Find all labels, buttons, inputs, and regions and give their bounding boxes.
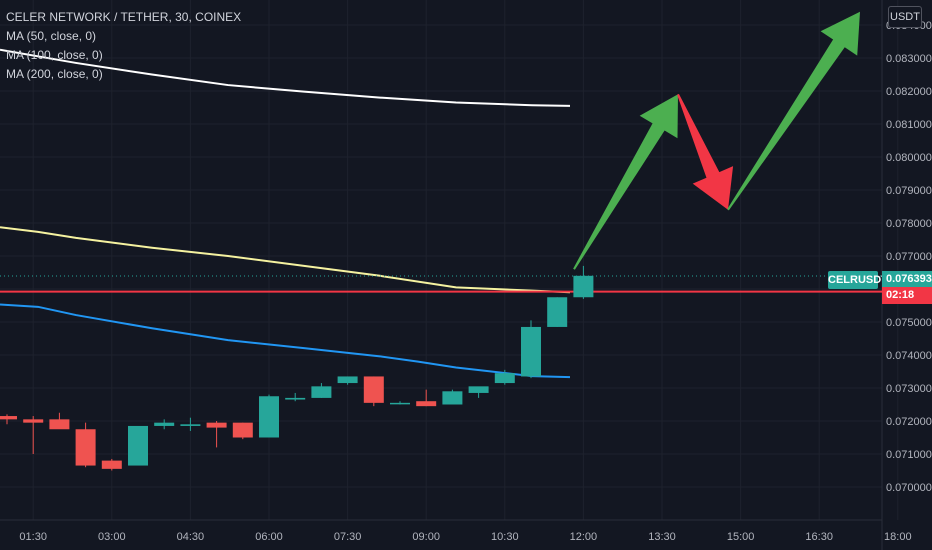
y-tick-label: 0.074000 — [886, 350, 932, 362]
candle — [206, 421, 227, 448]
candle-body — [101, 460, 122, 469]
candle — [23, 416, 44, 454]
ma200-line — [0, 48, 571, 107]
x-tick-label: 16:30 — [805, 531, 833, 543]
chart-title: CELER NETWORK / TETHER, 30, COINEX — [6, 10, 242, 24]
countdown-label: 02:18 — [882, 287, 932, 304]
candles — [0, 265, 594, 471]
projection-arrows — [573, 11, 860, 270]
y-tick-label: 0.075000 — [886, 317, 932, 329]
y-tick-label: 0.073000 — [886, 383, 932, 395]
candle-body — [23, 419, 44, 423]
x-tick-label: 15:00 — [727, 531, 755, 543]
support-line — [0, 275, 882, 293]
candle — [547, 297, 568, 327]
moving-averages — [0, 48, 571, 379]
candle-body — [285, 397, 306, 400]
indicator-ma50[interactable]: MA (50, close, 0) — [6, 29, 97, 43]
x-tick-label: 04:30 — [177, 531, 205, 543]
time-axis: 01:30 03:00 04:30 06:00 07:30 09:00 10:30 12:00… — [19, 531, 911, 543]
candle-body — [311, 386, 332, 398]
candle-body — [494, 373, 515, 384]
candle-body — [390, 402, 410, 405]
y-tick-label: 0.070000 — [886, 482, 932, 494]
candle-body — [0, 416, 17, 420]
candle — [101, 458, 122, 471]
x-tick-label: 09:00 — [412, 531, 440, 543]
x-tick-label: 03:00 — [98, 531, 126, 543]
y-tick-label: 0.079000 — [886, 185, 932, 197]
x-tick-label: 07:30 — [334, 531, 362, 543]
candle-body — [154, 422, 175, 426]
indicator-ma100[interactable]: MA (100, close, 0) — [6, 48, 103, 62]
currency-button[interactable]: USDT — [888, 6, 922, 28]
candle-body — [363, 376, 384, 403]
candle — [0, 414, 17, 425]
x-tick-label: 10:30 — [491, 531, 519, 543]
candle — [128, 425, 148, 466]
arrow-down — [677, 93, 734, 210]
candle-body — [521, 326, 541, 377]
arrow-up-2 — [727, 11, 860, 211]
x-tick-label: 06:00 — [255, 531, 283, 543]
legend: CELER NETWORK / TETHER, 30, COINEX MA (5… — [6, 8, 241, 84]
candle-body — [75, 429, 96, 466]
candle — [442, 389, 463, 405]
candle-body — [206, 422, 227, 428]
candle — [49, 412, 70, 430]
x-tick-label: 01:30 — [19, 531, 47, 543]
candle-body — [442, 391, 463, 405]
last-price-label: 0.076393 — [882, 271, 932, 288]
candle — [311, 383, 332, 398]
candle — [390, 401, 410, 405]
candle-body — [547, 297, 568, 327]
y-tick-label: 0.083000 — [886, 53, 932, 65]
candle — [521, 320, 541, 379]
arrow-up-1 — [573, 94, 678, 270]
ma100-line — [0, 226, 571, 294]
candle-body — [573, 275, 594, 298]
y-tick-label: 0.082000 — [886, 86, 932, 98]
candle — [75, 422, 96, 468]
candle-body — [232, 422, 253, 438]
grid-lines — [0, 0, 899, 520]
candle — [259, 394, 279, 438]
x-tick-label: 18:00 — [884, 531, 912, 543]
price-axis: 0.0840000.0830000.0820000.0810000.080000… — [886, 20, 932, 494]
candle — [154, 419, 175, 430]
indicator-ma200[interactable]: MA (200, close, 0) — [6, 67, 103, 81]
candle-body — [49, 419, 70, 430]
ma50-line — [0, 303, 571, 379]
candle-body — [180, 424, 201, 426]
candle-body — [337, 376, 358, 384]
y-tick-label: 0.072000 — [886, 416, 932, 428]
candle-body — [416, 401, 437, 407]
candle — [573, 265, 594, 299]
candle-body — [468, 386, 489, 393]
candle — [416, 389, 437, 407]
candle — [337, 376, 358, 385]
candle — [232, 422, 253, 440]
y-tick-label: 0.080000 — [886, 152, 932, 164]
candle — [285, 392, 306, 402]
candle-body — [259, 396, 279, 438]
candle — [363, 376, 384, 407]
symbol-label: CELRUSDT — [828, 271, 888, 289]
candle — [180, 417, 201, 431]
y-tick-label: 0.071000 — [886, 449, 932, 461]
x-tick-label: 12:00 — [570, 531, 598, 543]
candle-body — [128, 425, 148, 466]
y-tick-label: 0.081000 — [886, 119, 932, 131]
candle — [494, 369, 515, 385]
y-tick-label: 0.077000 — [886, 251, 932, 263]
y-tick-label: 0.078000 — [886, 218, 932, 230]
x-tick-label: 13:30 — [648, 531, 676, 543]
candle — [468, 386, 489, 398]
